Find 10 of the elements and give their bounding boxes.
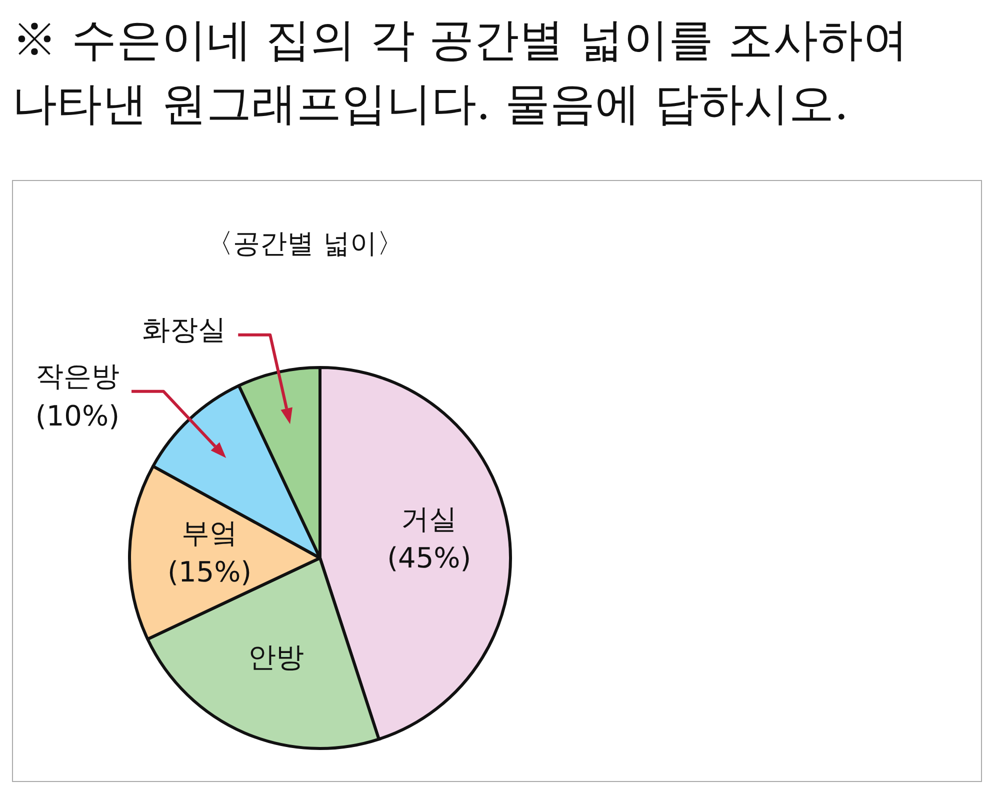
text: ※ 수은이네 집의 각 공간별 넓이를 조사하여 나타낸 원그래프입니다. 물음에 답하시오. [12, 12, 909, 132]
chart-title: 〈공간별 넓이〉 [206, 228, 404, 260]
data-label: (10%) [35, 400, 120, 433]
slice-label: 화장실 [142, 313, 226, 346]
slice-label: 작은방 [36, 360, 120, 393]
slice-label: 안방 [248, 640, 304, 674]
slice-label: 부엌 [182, 516, 238, 550]
data-label: (45%) [387, 541, 472, 574]
slice-label: 거실 [401, 502, 458, 536]
data-label: (15%) [168, 555, 252, 588]
